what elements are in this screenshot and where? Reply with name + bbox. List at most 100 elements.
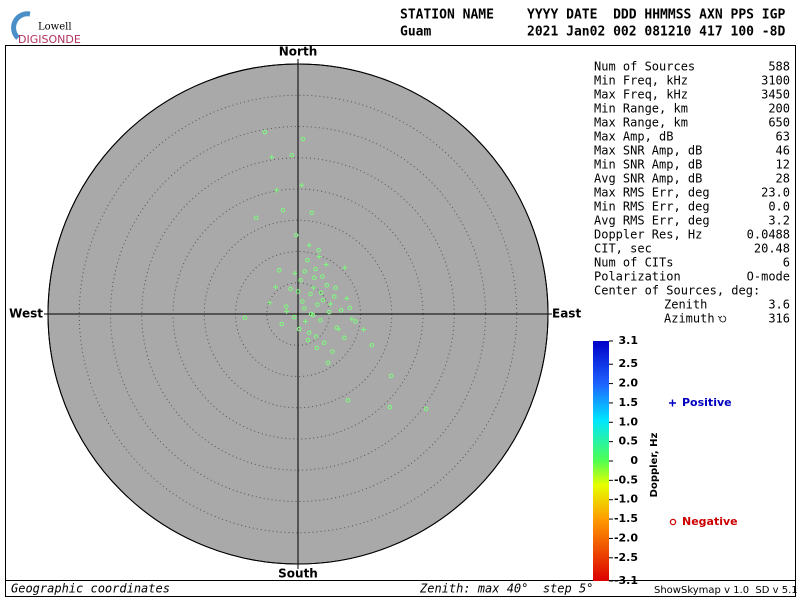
stat-value: 650 [768, 116, 790, 130]
colorbar-tick-label: 1.5 [619, 396, 639, 409]
stat-label: Azimuth [664, 312, 715, 326]
source-point [342, 265, 348, 271]
direction-label: East [552, 307, 581, 321]
colorbar-tick-label: -1.5 [614, 512, 638, 525]
source-point [341, 335, 347, 341]
stat-label: Max SNR Amp, dB [594, 144, 702, 158]
source-point [315, 302, 320, 307]
stat-label: Num of CITs [594, 256, 673, 270]
source-point [273, 284, 278, 290]
logo-top: Lowell [38, 22, 72, 33]
direction-label: West [9, 307, 43, 321]
source-point [314, 345, 320, 351]
source-point [388, 373, 394, 379]
footer-right: ShowSkymap v 1.0 SD v 5.1 [654, 585, 798, 596]
source-point [283, 304, 289, 309]
source-point [323, 262, 329, 268]
source-point [387, 404, 393, 410]
source-point [274, 187, 280, 193]
source-point [321, 340, 327, 346]
source-point [305, 257, 310, 263]
colorbar-label: Doppler, Hz [649, 433, 660, 498]
legend-marker [669, 518, 677, 526]
stat-label: Zenith [664, 298, 707, 312]
colorbar-tick-label: 2.5 [619, 357, 639, 370]
stat-value: 0.0 [768, 200, 790, 214]
source-point [361, 327, 367, 333]
stat-value: O-mode [747, 270, 790, 284]
source-point [345, 397, 351, 403]
stat-label: Polarization [594, 270, 681, 284]
stat-label: Min Freq, kHz [594, 74, 688, 88]
stat-label: Avg RMS Err, deg [594, 214, 710, 228]
stat-value: 28 [776, 172, 790, 186]
header-value: Guam [400, 25, 431, 40]
header-value: 2021 Jan02 002 081210 417 100 -8D [527, 25, 785, 40]
stat-value: 23.0 [761, 186, 790, 200]
source-point [313, 334, 319, 339]
source-point [311, 275, 317, 281]
colorbar-tick-label: 3.1 [619, 334, 639, 347]
source-point [325, 360, 331, 366]
source-point [353, 319, 358, 324]
source-point [330, 349, 335, 354]
colorbar-tick-label: -2.5 [614, 551, 638, 564]
stat-value: 6 [783, 256, 790, 270]
source-point [280, 207, 286, 213]
source-point [303, 319, 308, 324]
source-point [298, 277, 303, 283]
source-point [311, 285, 317, 291]
source-point [316, 254, 322, 259]
stat-value: 316 [768, 312, 790, 326]
legend-label: Negative [682, 515, 738, 528]
source-point [318, 317, 323, 323]
stat-label: Min RMS Err, deg [594, 200, 710, 214]
stat-label: Max Amp, dB [594, 130, 673, 144]
colorbar-tick-label: 0.5 [619, 435, 639, 448]
legend-marker [669, 399, 676, 407]
source-point [320, 297, 326, 303]
logo-bottom: DIGISONDE [18, 33, 81, 46]
source-point [284, 309, 290, 314]
stat-value: 3.6 [768, 298, 790, 312]
logo-arc [11, 11, 31, 40]
stat-label: Min SNR Amp, dB [594, 158, 702, 172]
direction-label: North [279, 45, 317, 59]
source-point [305, 337, 311, 343]
colorbar [593, 341, 609, 581]
source-point [242, 315, 248, 321]
source-point [347, 305, 353, 311]
source-point [331, 294, 337, 299]
header-column: STATION NAME [400, 8, 494, 23]
stat-value: 3450 [761, 88, 790, 102]
colorbar-tick-label: -0.5 [614, 473, 638, 486]
stat-value: 0.0488 [747, 228, 790, 242]
source-point [296, 326, 302, 332]
azimuth-icon [717, 315, 727, 323]
stat-label: Max Freq, kHz [594, 88, 688, 102]
source-point [423, 406, 429, 412]
stat-value: 3.2 [768, 214, 790, 228]
source-point [309, 210, 315, 216]
source-point [253, 215, 259, 221]
source-point [289, 152, 295, 158]
source-point [295, 289, 301, 294]
source-point [306, 242, 312, 248]
source-point [262, 129, 268, 135]
source-point [299, 182, 305, 188]
stat-label: CIT, sec [594, 242, 652, 256]
source-point [328, 301, 333, 307]
source-point [306, 330, 312, 336]
source-point [333, 285, 338, 291]
stat-label: Min Range, km [594, 102, 688, 116]
stat-label: Avg SNR Amp, dB [594, 172, 702, 186]
colorbar-tick-label: 2.0 [619, 377, 639, 390]
source-point [318, 290, 324, 296]
frame [5, 45, 796, 597]
source-point [320, 274, 325, 279]
legend-label: Positive [682, 396, 732, 409]
source-point [302, 269, 308, 274]
direction-label: South [278, 567, 318, 581]
source-point [301, 306, 307, 311]
